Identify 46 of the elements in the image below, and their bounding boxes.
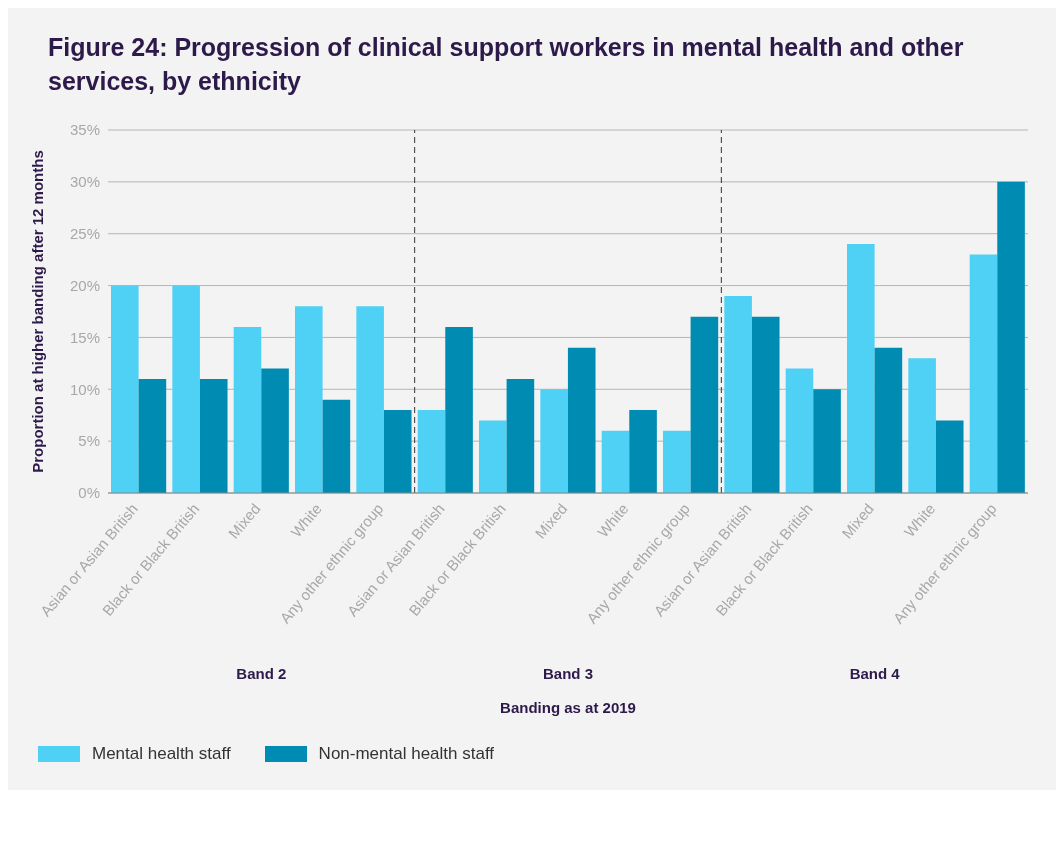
bar [199, 378, 228, 493]
bar [138, 378, 167, 493]
y-tick-label: 15% [69, 328, 100, 346]
y-tick-label: 35% [69, 121, 100, 139]
bar [785, 368, 814, 493]
y-axis-title: Proportion at higher banding after 12 months [29, 150, 47, 473]
bar [935, 420, 964, 493]
bar [847, 244, 875, 493]
bar [383, 410, 412, 493]
text: Band 4 [848, 665, 901, 682]
y-tick-label: 10% [69, 380, 100, 398]
y-tick-label: 0% [78, 484, 100, 502]
legend-label: Non-mental health staff [318, 744, 495, 764]
chart-title: Figure 24: Progression of clinical support workers in mental health and other services, by ethnicity [47, 32, 965, 97]
bar [874, 347, 903, 493]
bar [813, 389, 841, 493]
bar [997, 181, 1025, 493]
bar [322, 399, 351, 493]
bar [172, 285, 200, 493]
bar [663, 430, 691, 493]
bar [417, 410, 446, 493]
bar [540, 389, 568, 493]
bar [295, 306, 323, 493]
bar [356, 306, 384, 493]
legend-label: Mental health staff [92, 744, 231, 764]
bar [233, 327, 262, 493]
x-axis-title: Banding as at 2019 [499, 699, 637, 718]
bar [479, 420, 507, 493]
bar [690, 316, 719, 493]
y-tick-label: 5% [78, 432, 100, 450]
bar [445, 327, 473, 493]
bar [908, 358, 936, 493]
bar [629, 410, 657, 493]
y-tick-label: 25% [69, 225, 100, 243]
bar [724, 295, 752, 493]
y-tick-label: 30% [69, 173, 100, 191]
y-tick-label: 20% [69, 276, 100, 294]
bar [601, 430, 630, 493]
bar [506, 378, 535, 493]
bar [969, 254, 998, 493]
bar [567, 347, 596, 493]
bar [111, 285, 139, 493]
bar [261, 368, 289, 493]
bar [751, 316, 780, 493]
text: Band 2 [235, 665, 288, 682]
text: Band 3 [542, 665, 594, 682]
